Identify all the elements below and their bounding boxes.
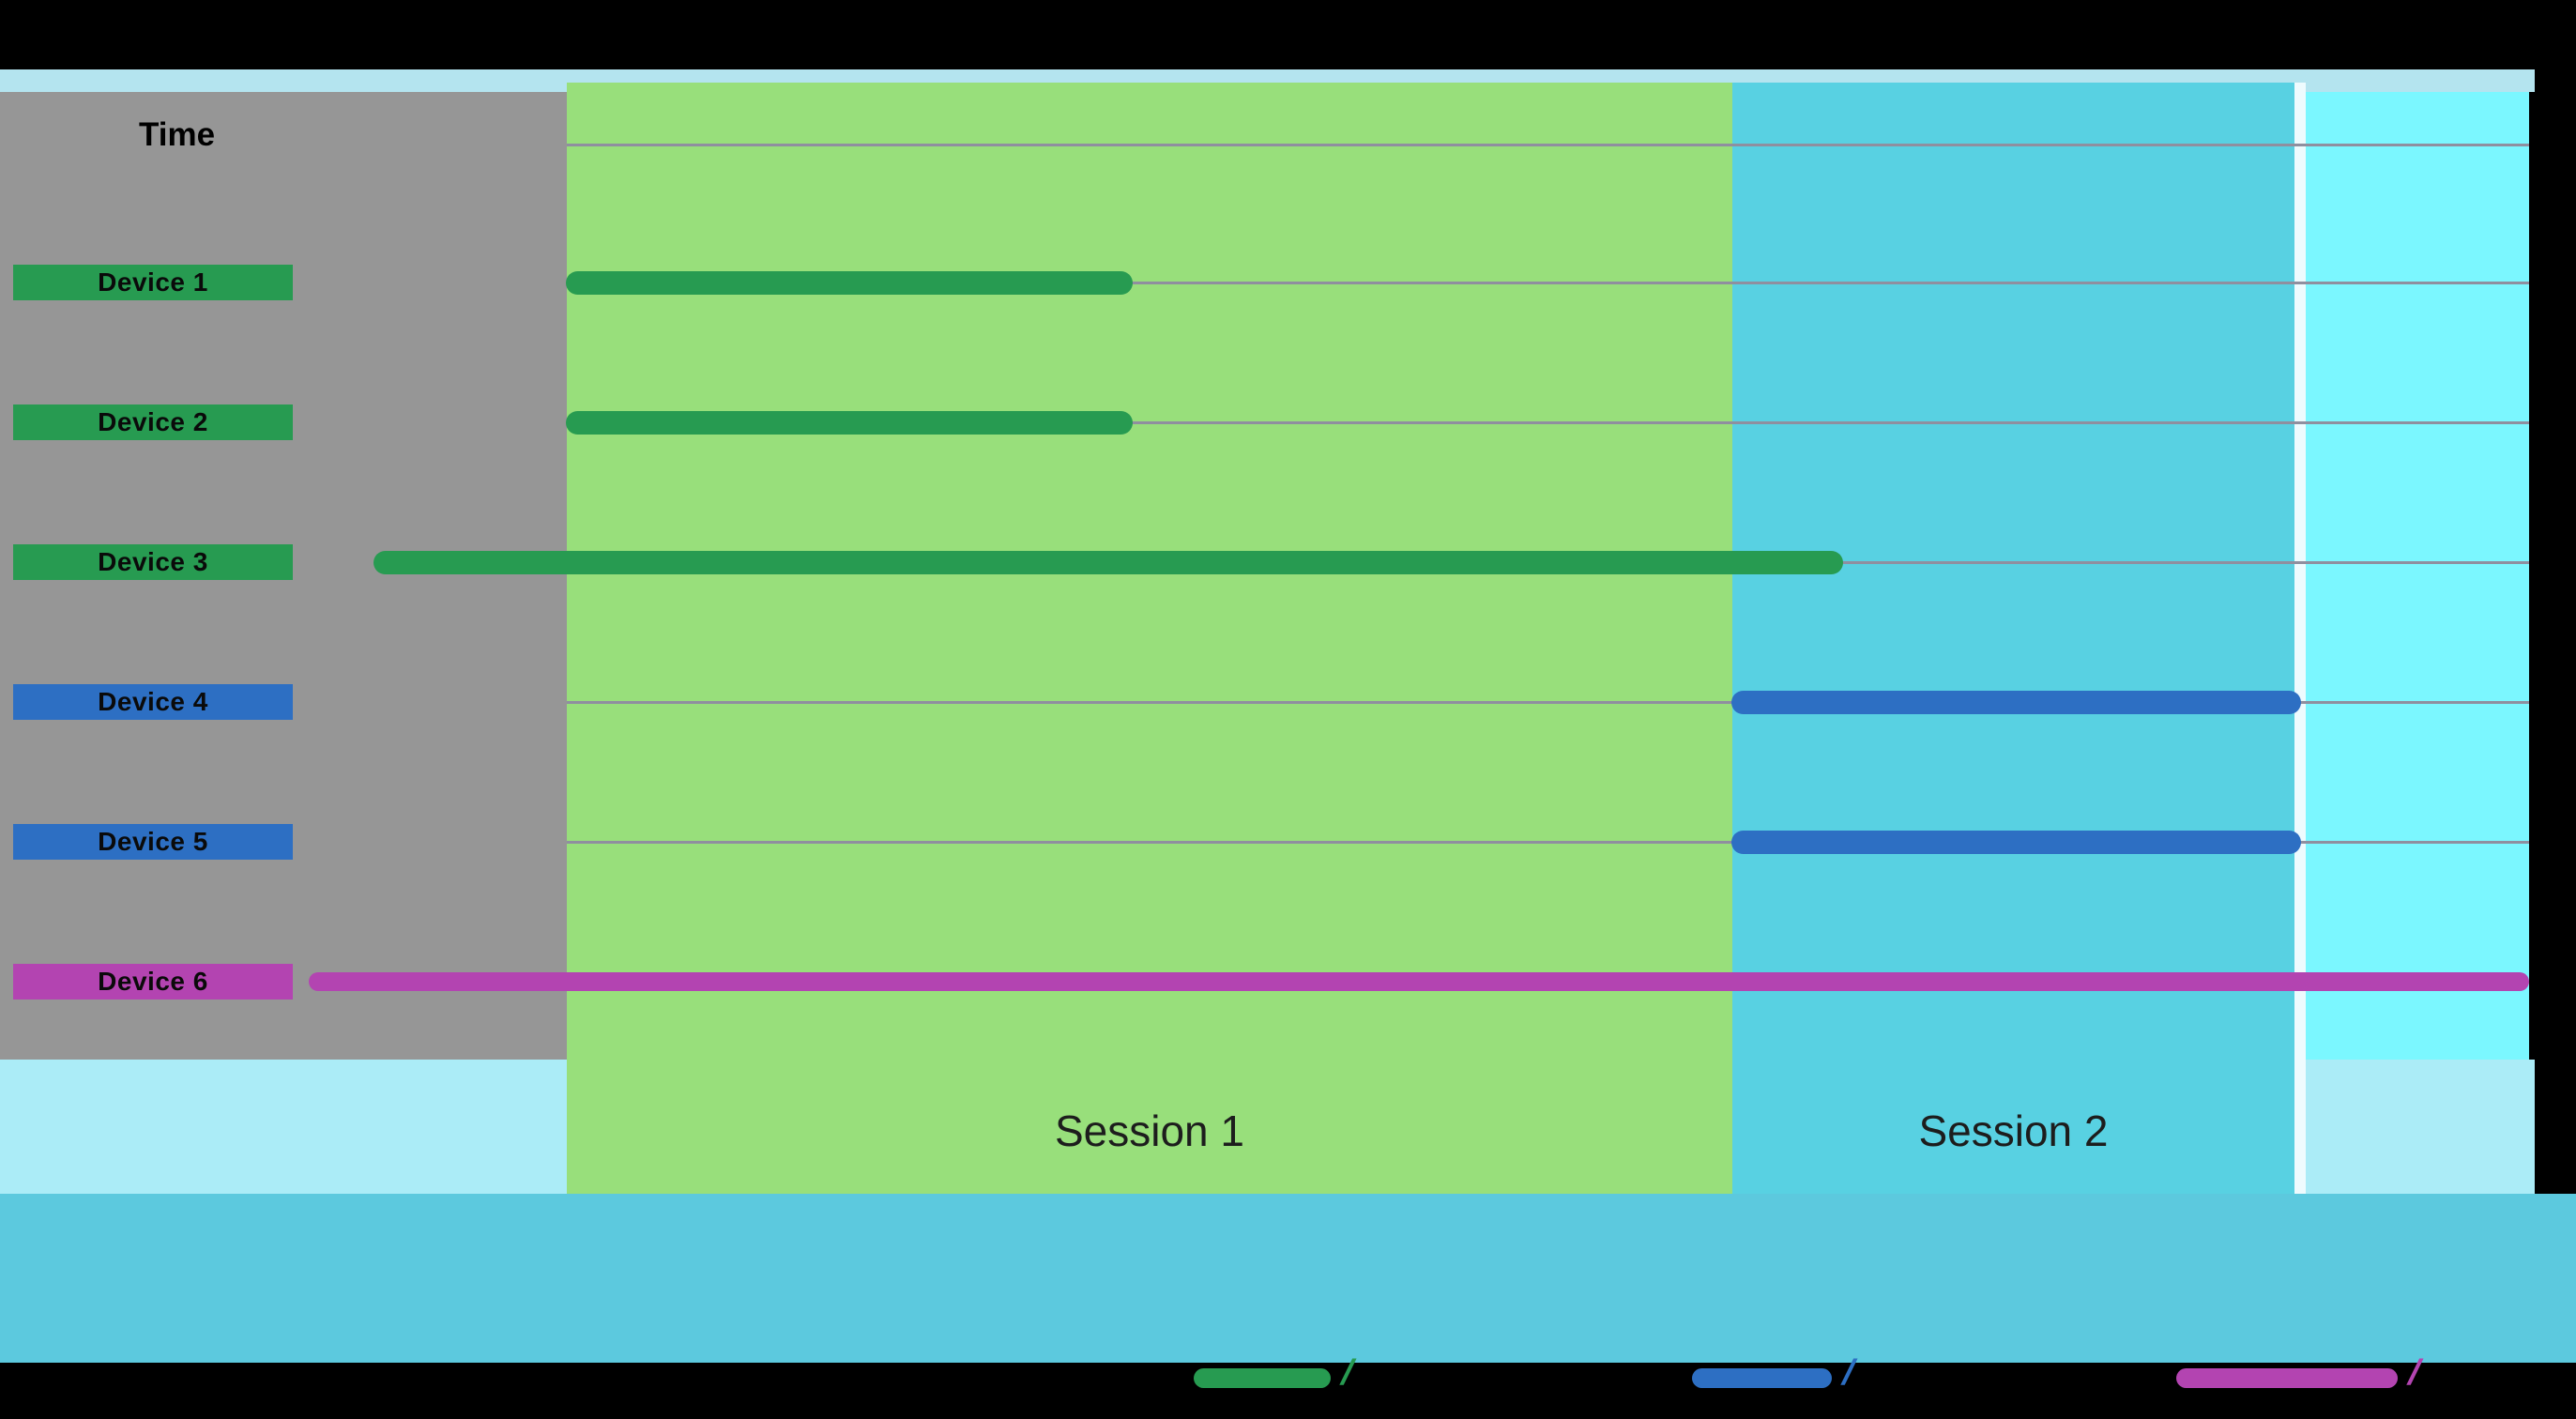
row-label-chip: Device 2 <box>13 404 293 440</box>
row-label-chip: Device 3 <box>13 544 293 580</box>
timeline-bar <box>1731 830 2302 854</box>
timeline-bar <box>373 550 1844 574</box>
footer-band <box>0 1194 2576 1363</box>
legend-swatch <box>1194 1368 1331 1388</box>
session2-label: Session 2 <box>1918 1106 2109 1155</box>
session2-region <box>1732 83 2294 1194</box>
post-session2-column <box>2306 92 2529 1060</box>
timeline-gridline <box>567 144 2529 146</box>
row-label-chip: Device 4 <box>13 684 293 720</box>
timeline-bar <box>309 972 2529 991</box>
session1-label: Session 1 <box>1054 1106 1244 1155</box>
timeline-gridline <box>567 421 2529 424</box>
timeline-gridline <box>567 841 2529 844</box>
lower-right-band <box>2294 1060 2535 1194</box>
timeline-gridline <box>567 701 2529 704</box>
timeline-bar <box>1731 690 2302 714</box>
row-label-chip: Device 6 <box>13 964 293 999</box>
region-divider <box>2294 83 2306 1194</box>
time-axis-label: Time <box>139 116 216 153</box>
lower-left-band <box>0 1060 567 1194</box>
timeline-bar <box>565 410 1134 435</box>
row-label-chip: Device 5 <box>13 824 293 860</box>
legend-swatch <box>2176 1368 2398 1388</box>
legend-swatch <box>1692 1368 1832 1388</box>
timeline-gridline <box>567 282 2529 284</box>
timeline-bar <box>565 270 1134 295</box>
session1-region <box>567 83 1732 1194</box>
row-label-chip: Device 1 <box>13 265 293 300</box>
